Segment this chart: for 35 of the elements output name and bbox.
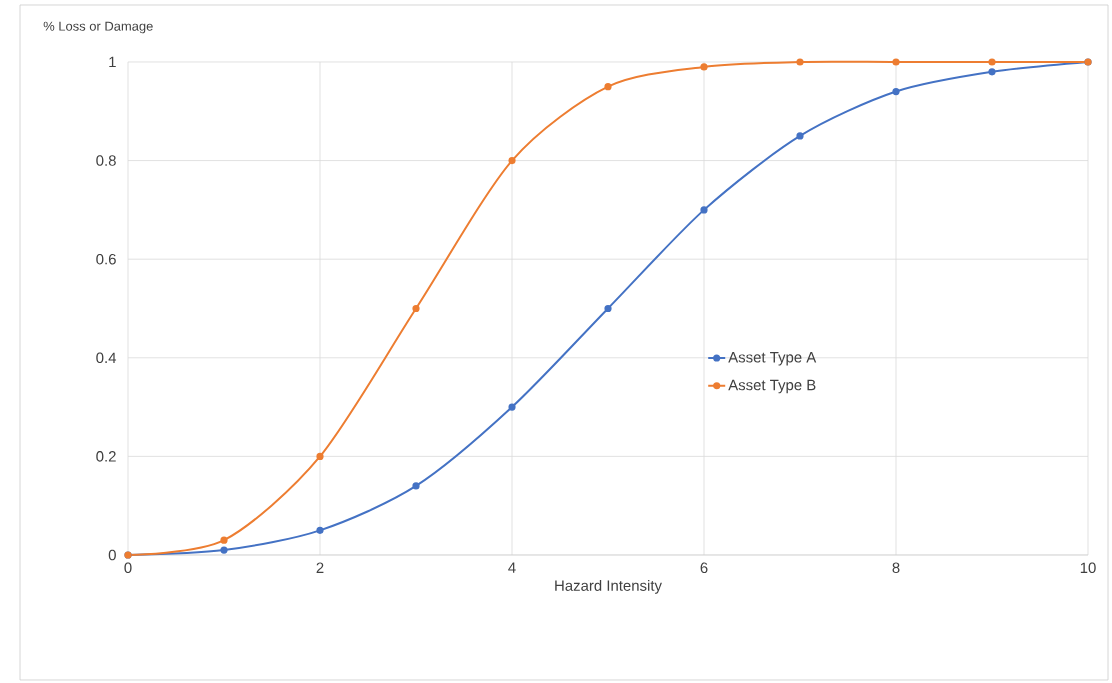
point — [316, 452, 324, 460]
point — [604, 83, 612, 91]
point — [700, 63, 708, 71]
y-axis-title: % Loss or Damage — [43, 21, 153, 34]
point — [220, 536, 228, 544]
point — [988, 58, 996, 66]
x-tick-label: 2 — [316, 562, 324, 573]
point — [220, 546, 228, 554]
y-tick-label: 0.8 — [96, 155, 116, 166]
x-tick-label: 4 — [508, 562, 516, 573]
y-tick-label: 0.6 — [96, 253, 116, 265]
point — [796, 58, 804, 66]
x-tick-label: 6 — [700, 562, 708, 574]
x-tick-label: 8 — [892, 562, 900, 574]
y-tick-label: 0 — [108, 549, 116, 561]
point — [796, 132, 804, 140]
legend-label: Asset Type A — [728, 352, 817, 366]
point — [412, 304, 420, 313]
point — [508, 156, 516, 165]
point — [412, 482, 420, 490]
point — [892, 58, 900, 66]
point — [892, 87, 900, 96]
point — [604, 304, 612, 313]
y-tick-label: 1 — [109, 56, 116, 68]
y-tick-label: 0.4 — [96, 352, 117, 364]
x-tick-label: 0 — [124, 562, 132, 574]
point — [508, 403, 516, 411]
point — [700, 206, 708, 214]
point — [988, 68, 996, 76]
y-tick-label: 0.2 — [96, 451, 116, 462]
x-tick-label: 10 — [1080, 562, 1096, 574]
x-axis-title: Hazard Intensity — [555, 579, 662, 594]
line-series — [124, 58, 1092, 559]
point — [316, 526, 324, 534]
legend-label: Asset Type B — [728, 379, 816, 394]
